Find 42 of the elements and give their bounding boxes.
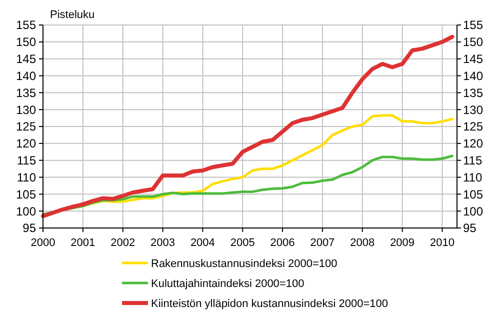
y-axis-title: Pisteluku [50,9,95,21]
legend-label: Kiinteistön ylläpidon kustannusindeksi 2000=100 [151,298,388,310]
x-tick-label: 2002 [110,237,136,249]
y2-tick-label: 150 [463,35,484,50]
y-tick-label: 100 [16,204,36,218]
x-tick-label: 2000 [30,237,56,249]
y-tick-label: 115 [16,154,36,168]
y-tick-label: 130 [16,102,36,117]
y2-tick-label: 155 [463,18,484,32]
y2-tick-label: 135 [463,86,484,100]
y2-tick-label: 125 [463,120,484,134]
line-series [41,34,454,218]
x-tick-label: 2010 [430,237,454,249]
y2-tick-label: 120 [463,136,484,151]
x-tick-label: 2004 [190,237,215,249]
y-tick-label: 120 [16,136,36,151]
x-tick-label: 2003 [150,237,176,249]
y2-tick-label: 140 [463,68,484,83]
y-tick-label: 140 [16,68,36,83]
y2-tick-label: 110 [463,170,482,184]
y-tick-label: 105 [16,187,36,202]
y2-tick-label: 115 [463,154,482,168]
y2-tick-label: 105 [463,187,484,202]
y-tick-label: 95 [22,221,36,236]
x-tick-label: 2009 [390,237,415,249]
x-tick-label: 2007 [310,237,335,249]
y-tick-label: 125 [16,120,36,134]
y2-tick-label: 145 [463,52,484,66]
y2-tick-label: 100 [463,204,484,218]
x-tick-label: 2005 [230,237,255,249]
legend-label: Kuluttajahintaindeksi 2000=100 [151,278,304,290]
y-tick-label: 150 [16,35,36,50]
legend-label: Rakennuskustannusindeksi 2000=100 [151,258,338,270]
y-tick-label: 155 [16,18,36,32]
x-tick-label: 2001 [70,237,96,249]
y2-tick-label: 95 [463,221,477,236]
y-tick-label: 145 [16,52,36,66]
y-tick-label: 110 [16,170,36,184]
x-tick-label: 2006 [270,237,295,249]
x-tick-label: 2008 [350,237,375,249]
y2-tick-label: 130 [463,102,484,117]
y-tick-label: 135 [16,86,36,100]
